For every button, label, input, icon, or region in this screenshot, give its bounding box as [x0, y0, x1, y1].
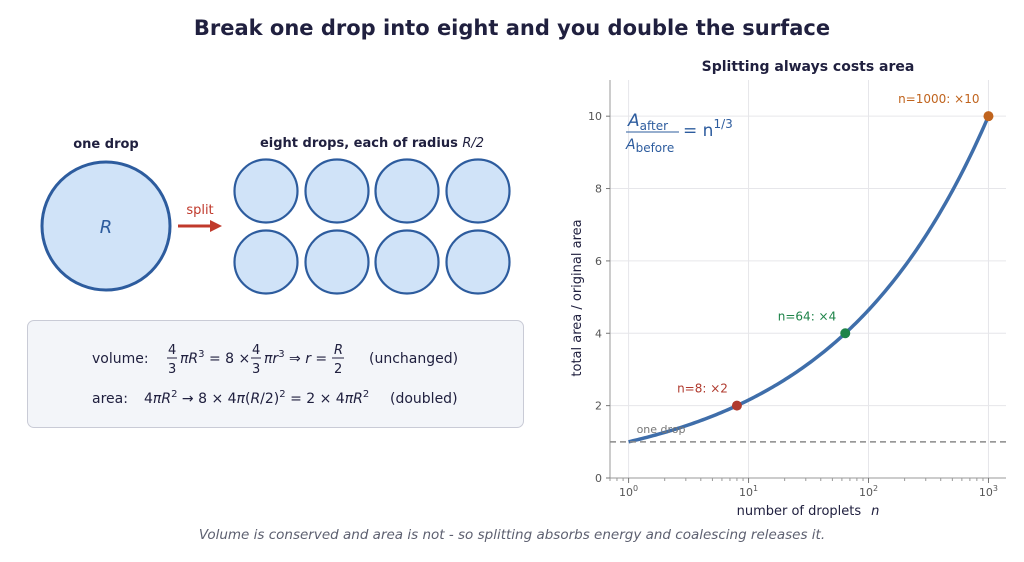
eight-small-drops [233, 158, 511, 295]
x-axis-label: number of droplets n [737, 504, 880, 519]
x-tick-label: 103 [979, 484, 998, 499]
svg-text:πr3 ⇒ r =: πr3 ⇒ r = [264, 349, 327, 367]
svg-text:2: 2 [334, 362, 342, 377]
volume-label: volume: [92, 351, 149, 367]
small-drop [233, 158, 299, 224]
volume-tag: (unchanged) [369, 351, 458, 367]
one-drop-label: one drop [73, 137, 138, 152]
chart-grid [610, 80, 1006, 479]
small-drop [304, 158, 370, 224]
page-title: Break one drop into eight and you double… [193, 16, 831, 40]
svg-text:Abefore: Abefore [625, 137, 674, 155]
x-tick-label: 100 [619, 484, 638, 499]
svg-text:4: 4 [168, 343, 176, 358]
area-chart: Splitting always costs area 0 2 4 6 8 10 100 10… [570, 59, 1006, 519]
svg-text:Aafter: Aafter [627, 111, 668, 133]
y-tick-label: 10 [588, 110, 602, 123]
volume-equation: 4 3 πR3 = 8 × 4 3 πr3 ⇒ r = R 2 [167, 343, 344, 377]
formula-label: Aafter Abefore = n1/3 [625, 111, 733, 155]
small-drop [374, 158, 440, 224]
chart-marks: one drop n=8: ×2 n=64: ×4 n=1000: ×10 [610, 92, 1006, 443]
small-drop [445, 229, 511, 295]
area-tag: (doubled) [390, 391, 458, 407]
small-drop [374, 229, 440, 295]
svg-text:R: R [334, 343, 343, 358]
split-diagram: one drop R split eight drops, each of ra… [40, 136, 511, 295]
chart-ticks: 0 2 4 6 8 10 100 101 102 103 [588, 110, 998, 499]
small-drop [233, 229, 299, 295]
y-tick-label: 0 [595, 472, 602, 485]
data-point [983, 111, 994, 122]
svg-text:3: 3 [168, 362, 176, 377]
area-label: area: [92, 391, 128, 407]
formula-box: volume: 4 3 πR3 = 8 × 4 3 πr3 ⇒ r = R 2 … [27, 320, 524, 428]
small-drop [304, 229, 370, 295]
data-point-label: n=8: ×2 [677, 382, 728, 396]
chart-title: Splitting always costs area [702, 59, 915, 75]
svg-text:3: 3 [252, 362, 260, 377]
chart-axes [609, 80, 1006, 479]
baseline-label: one drop [637, 423, 686, 436]
y-axis-label: total area / original area [570, 219, 585, 376]
y-tick-label: 6 [595, 255, 602, 268]
page-caption: Volume is conserved and area is not - so… [198, 527, 826, 543]
svg-text:4: 4 [252, 343, 260, 358]
data-point-label: n=1000: ×10 [898, 92, 979, 106]
eight-drops-label: eight drops, each of radius R/2 [260, 136, 484, 151]
data-point-label: n=64: ×4 [778, 309, 836, 323]
x-tick-label: 102 [859, 484, 878, 499]
split-arrow [178, 220, 222, 232]
data-point [731, 400, 742, 411]
x-tick-label: 101 [739, 484, 758, 499]
area-equation: 4πR2 → 8 × 4π(R/2)2 = 2 × 4πR2 [144, 389, 369, 407]
y-tick-label: 8 [595, 183, 602, 196]
svg-text:πR3 = 8 ×: πR3 = 8 × [180, 349, 250, 367]
y-tick-label: 4 [595, 327, 602, 340]
big-drop [40, 160, 172, 292]
radius-label: R [100, 217, 113, 238]
data-point [840, 328, 851, 339]
y-tick-label: 2 [595, 400, 602, 413]
small-drop [445, 158, 511, 224]
area-ratio-curve [628, 115, 991, 444]
svg-text:= n1/3: = n1/3 [683, 117, 733, 141]
formula-equations: volume: 4 3 πR3 = 8 × 4 3 πr3 ⇒ r = R 2 … [92, 343, 458, 407]
split-label: split [186, 203, 213, 218]
